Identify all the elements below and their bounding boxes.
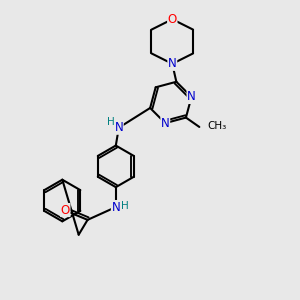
Text: N: N bbox=[161, 117, 170, 130]
Text: N: N bbox=[111, 201, 120, 214]
Text: CH₃: CH₃ bbox=[208, 122, 227, 131]
Text: N: N bbox=[168, 57, 177, 70]
Text: H: H bbox=[121, 201, 129, 211]
Text: N: N bbox=[114, 121, 123, 134]
Text: N: N bbox=[187, 90, 196, 104]
Text: O: O bbox=[61, 203, 70, 217]
Text: H: H bbox=[106, 117, 114, 128]
Text: O: O bbox=[168, 13, 177, 26]
